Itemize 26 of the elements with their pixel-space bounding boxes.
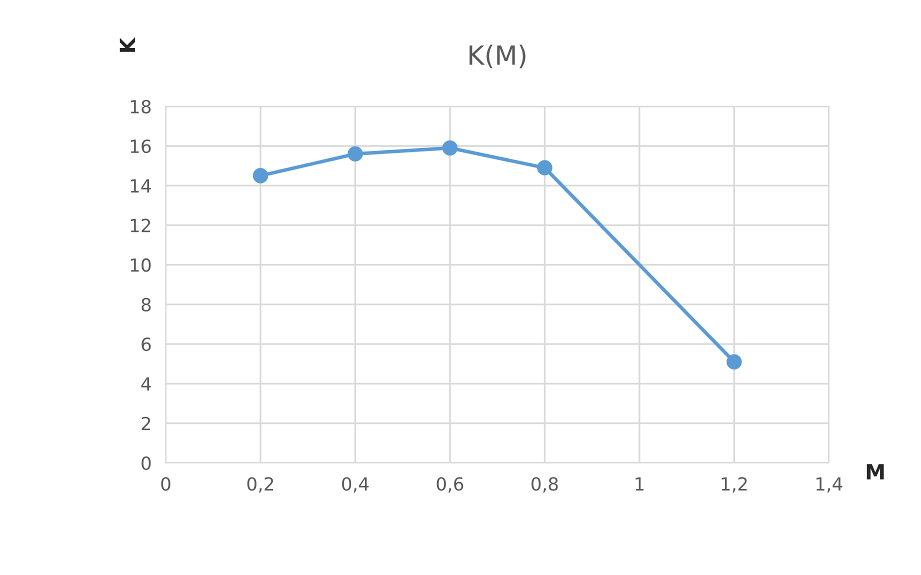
x-tick-label: 0,6 <box>436 477 464 493</box>
y-tick-label: 4 <box>141 377 151 391</box>
y-tick-label: 2 <box>142 416 150 430</box>
y-tick-label: 16 <box>130 139 151 154</box>
point <box>726 354 742 370</box>
point <box>442 140 458 156</box>
x-tick-label: 1 <box>636 477 644 490</box>
y-tick-label: 12 <box>130 218 150 232</box>
x-tick-label: 0,2 <box>247 477 274 493</box>
point <box>537 160 552 176</box>
y-axis-title: K <box>120 37 136 52</box>
x-tick-label: 0,8 <box>532 477 558 493</box>
y-tick-label: 6 <box>142 338 151 352</box>
x-tick-label: 0,4 <box>342 477 369 493</box>
y-tick-label: 10 <box>130 258 151 272</box>
chart-title: K(M) <box>470 44 526 68</box>
x-tick-label: 1,2 <box>722 477 747 493</box>
y-tick-label: 14 <box>130 179 151 192</box>
x-tick-label: 1,4 <box>816 477 842 493</box>
x-axis-title: M <box>866 464 884 480</box>
x-tick-label: 0 <box>161 477 170 491</box>
y-tick-label: 0 <box>142 456 151 470</box>
point <box>252 168 268 184</box>
y-tick-label: 18 <box>130 100 151 114</box>
point <box>348 146 363 162</box>
y-tick-label: 8 <box>142 298 151 312</box>
